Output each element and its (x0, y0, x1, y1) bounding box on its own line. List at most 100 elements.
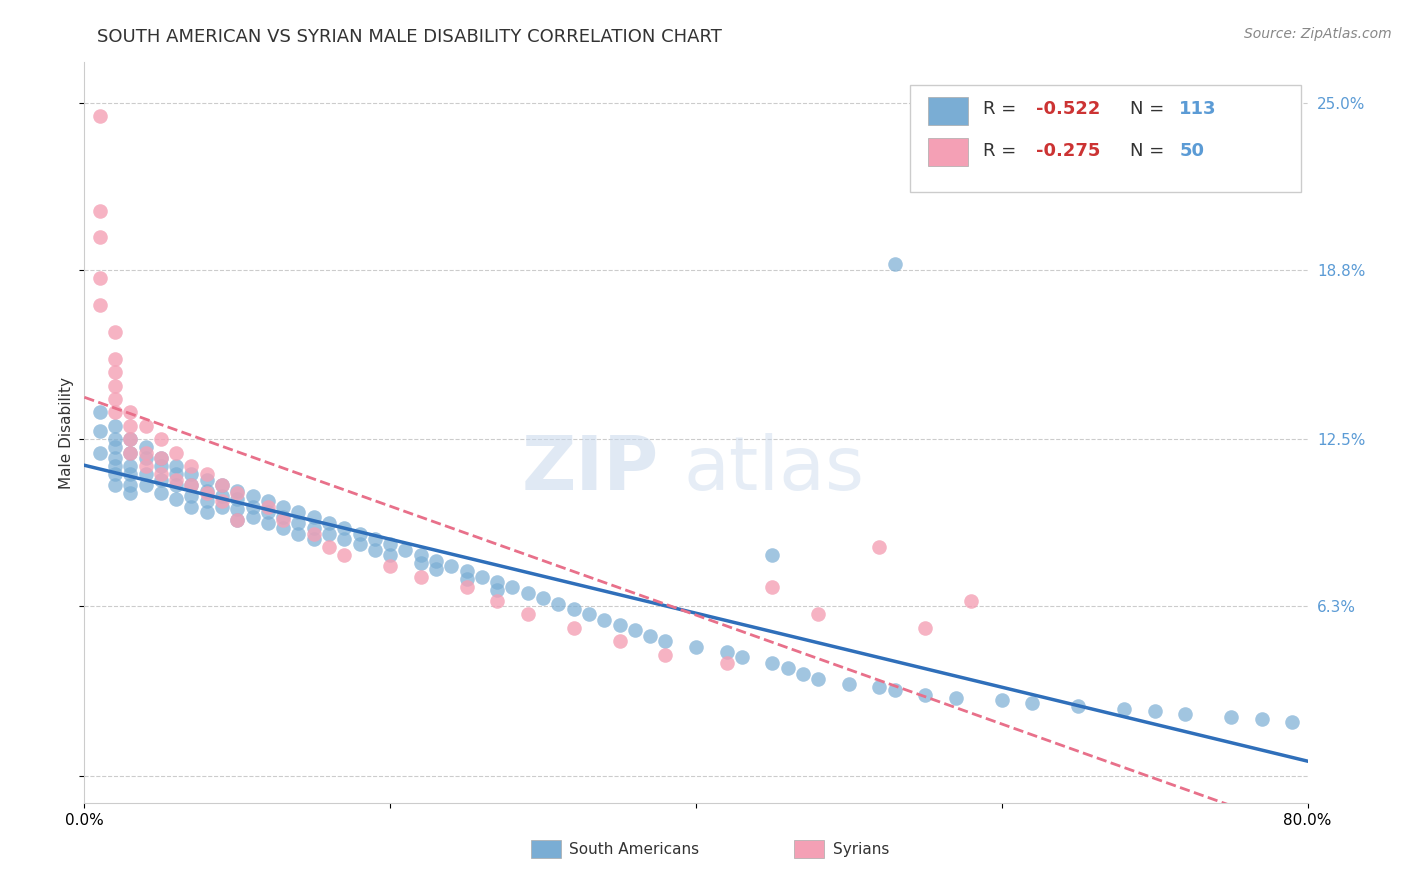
Point (471, 569, 494, 583)
Point (257, 494, 280, 508)
Point (257, 500, 280, 514)
Point (562, 602, 585, 616)
Bar (928, 138, 967, 166)
Point (89, 405, 111, 419)
Point (1250, 712, 1272, 726)
Text: -0.275: -0.275 (1036, 143, 1101, 161)
Point (149, 473, 172, 487)
Point (120, 405, 142, 419)
Point (149, 451, 172, 466)
Point (149, 433, 172, 447)
Point (104, 392, 127, 406)
Point (349, 526, 371, 541)
Point (149, 459, 172, 474)
Point (226, 513, 249, 527)
Point (104, 405, 127, 419)
Point (761, 581, 783, 595)
Point (271, 500, 294, 514)
Point (716, 656, 738, 670)
Point (195, 473, 218, 487)
Point (394, 542, 416, 557)
Point (242, 500, 264, 514)
Point (211, 478, 233, 492)
Point (89, 203, 111, 218)
Point (380, 558, 402, 573)
Point (89, 446, 111, 460)
Point (333, 532, 356, 546)
Point (135, 451, 157, 466)
Point (287, 516, 309, 530)
Point (226, 513, 249, 527)
Point (242, 489, 264, 503)
Point (1143, 704, 1166, 718)
Point (761, 656, 783, 670)
Point (226, 502, 249, 516)
Point (302, 521, 325, 535)
Point (914, 688, 936, 702)
Point (945, 690, 967, 705)
Text: Source: ZipAtlas.com: Source: ZipAtlas.com (1244, 27, 1392, 41)
Point (165, 446, 187, 460)
Point (486, 575, 509, 590)
Point (333, 548, 356, 562)
Point (1281, 714, 1303, 729)
Point (180, 489, 202, 503)
Text: R =: R = (983, 100, 1022, 118)
Point (807, 607, 830, 622)
Point (364, 532, 387, 546)
Point (120, 446, 142, 460)
Point (425, 553, 447, 567)
Point (165, 459, 187, 474)
Point (502, 581, 524, 595)
Point (104, 451, 127, 466)
Point (547, 597, 569, 611)
Text: R =: R = (983, 143, 1022, 161)
Point (333, 521, 356, 535)
Point (792, 666, 814, 681)
Point (1114, 701, 1136, 715)
Point (685, 640, 707, 654)
Point (89, 109, 111, 123)
Point (271, 510, 294, 524)
Point (516, 586, 538, 600)
Point (302, 532, 325, 546)
Point (562, 621, 585, 635)
Point (409, 556, 432, 570)
Point (883, 257, 905, 271)
Bar (531, 840, 561, 858)
Point (226, 491, 249, 506)
Text: South Americans: South Americans (569, 842, 699, 857)
Point (135, 418, 157, 433)
Point (89, 230, 111, 244)
Point (135, 467, 157, 482)
Point (578, 607, 600, 622)
Text: 50: 50 (1180, 143, 1204, 161)
Point (593, 613, 616, 627)
Point (120, 486, 142, 500)
Point (195, 505, 218, 519)
Point (195, 483, 218, 498)
Point (731, 650, 754, 665)
Point (1174, 706, 1197, 721)
Point (120, 433, 142, 447)
Point (1067, 698, 1090, 713)
Point (716, 645, 738, 659)
Point (211, 478, 233, 492)
Text: ZIP: ZIP (522, 434, 659, 506)
Point (89, 270, 111, 285)
Bar (794, 840, 824, 858)
Point (120, 467, 142, 482)
Point (104, 351, 127, 366)
Point (638, 629, 661, 643)
Point (165, 467, 187, 482)
Point (149, 451, 172, 466)
Point (807, 672, 830, 686)
Point (120, 433, 142, 447)
Point (120, 459, 142, 474)
Point (195, 486, 218, 500)
Point (104, 378, 127, 392)
Point (1021, 696, 1043, 710)
Point (409, 548, 432, 562)
Point (165, 473, 187, 487)
Point (318, 516, 340, 530)
